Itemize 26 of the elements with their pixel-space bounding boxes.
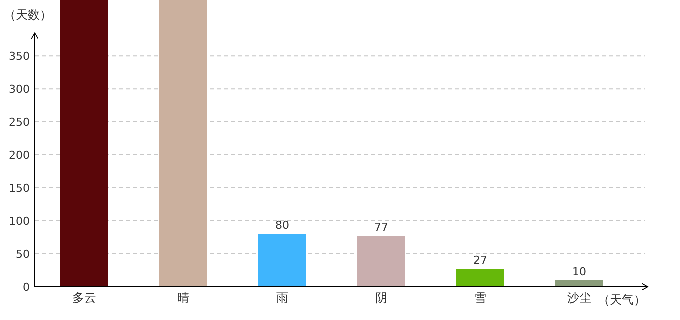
bar (556, 280, 604, 287)
bar (456, 269, 504, 287)
y-axis-title: （天数） (4, 8, 52, 22)
y-tick-label: 50 (16, 248, 30, 262)
bar (258, 234, 306, 287)
x-tick-label: 沙尘 (568, 291, 592, 305)
x-tick-label: 雪 (474, 291, 486, 305)
y-tick-label: 350 (9, 50, 30, 64)
x-tick-label: 雨 (276, 291, 288, 305)
bar (358, 236, 406, 287)
x-axis-title: （天气） (598, 293, 646, 307)
y-tick-label: 150 (9, 182, 30, 196)
y-tick-label: 300 (9, 83, 30, 96)
y-tick-label: 200 (9, 149, 30, 162)
y-tick-label: 0 (23, 281, 30, 294)
y-tick-label: 100 (9, 215, 30, 228)
data-label: 80 (276, 219, 290, 232)
data-label: 27 (474, 254, 488, 268)
y-tick-label: 250 (9, 116, 30, 130)
bar (160, 0, 208, 287)
data-label: 10 (572, 265, 586, 278)
x-tick-label: 晴 (178, 291, 190, 305)
data-label: 77 (374, 221, 388, 234)
bar (60, 0, 108, 287)
x-tick-label: 阴 (376, 291, 388, 305)
x-tick-label: 多云 (72, 291, 96, 305)
